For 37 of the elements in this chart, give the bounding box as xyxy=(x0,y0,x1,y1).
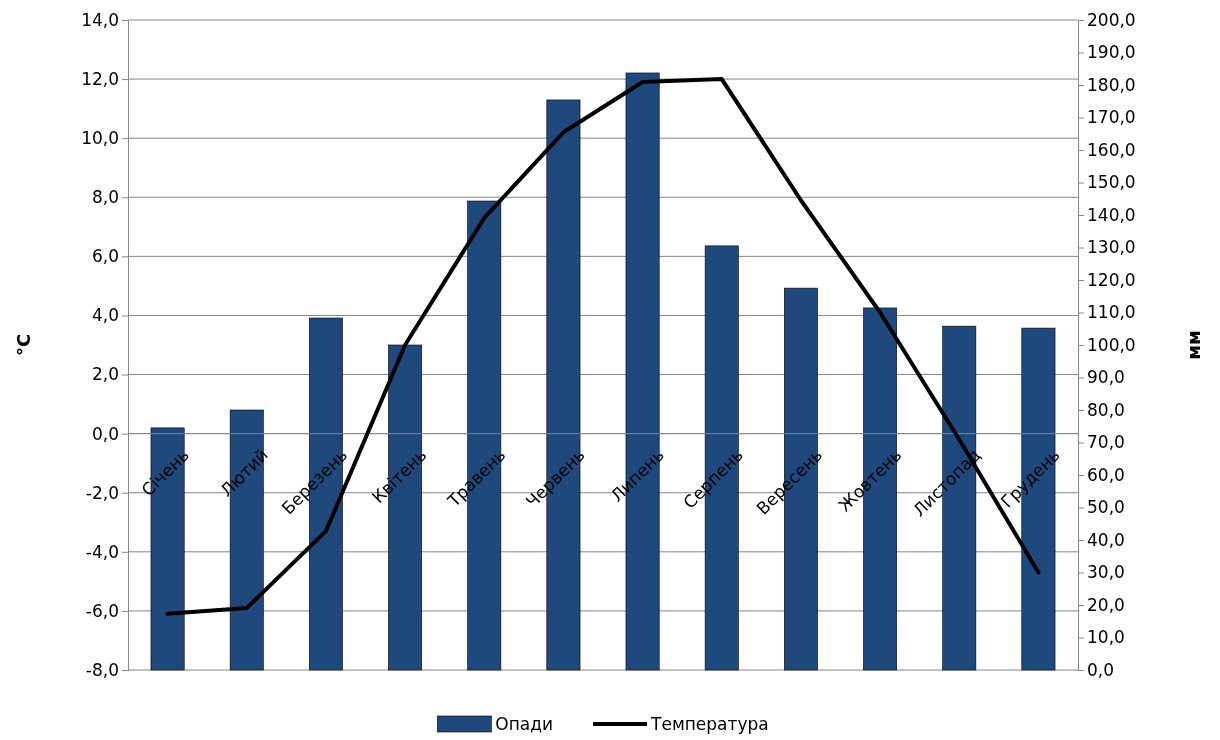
y2-tick-label: 200,0 xyxy=(1087,9,1136,30)
y-tick-label: -4,0 xyxy=(85,541,119,562)
y-tick-label: 2,0 xyxy=(91,364,119,385)
y2-tick-label: 90,0 xyxy=(1087,367,1125,388)
y-tick-label: -8,0 xyxy=(85,659,119,680)
y2-tick-label: 40,0 xyxy=(1087,529,1125,550)
y-axis-title: °C xyxy=(13,333,34,357)
y-tick-label: 10,0 xyxy=(81,128,119,149)
y-tick-label: 4,0 xyxy=(91,305,119,326)
y2-tick-label: 100,0 xyxy=(1087,334,1136,355)
legend-label: Опади xyxy=(495,713,554,734)
legend-label: Температура xyxy=(650,713,769,734)
y2-tick-label: 50,0 xyxy=(1087,497,1125,518)
y2-tick-label: 0,0 xyxy=(1087,659,1115,680)
y2-tick-label: 70,0 xyxy=(1087,432,1125,453)
y-tick-label: -6,0 xyxy=(85,600,119,621)
y2-tick-label: 60,0 xyxy=(1087,464,1125,485)
y2-axis-title: мм xyxy=(1183,330,1204,360)
y2-tick-label: 160,0 xyxy=(1087,139,1136,160)
y2-tick-label: 140,0 xyxy=(1087,204,1136,225)
y-tick-label: 8,0 xyxy=(91,187,119,208)
y2-tick-label: 170,0 xyxy=(1087,107,1136,128)
y-tick-label: 6,0 xyxy=(91,246,119,267)
y-tick-label: 12,0 xyxy=(81,69,119,90)
y2-tick-label: 190,0 xyxy=(1087,42,1136,63)
y2-tick-label: 180,0 xyxy=(1087,74,1136,95)
y2-tick-label: 150,0 xyxy=(1087,172,1136,193)
y2-tick-label: 110,0 xyxy=(1087,302,1136,323)
y-tick-label: 0,0 xyxy=(91,423,119,444)
y2-tick-label: 20,0 xyxy=(1087,594,1125,615)
y-tick-label: -2,0 xyxy=(85,482,119,503)
y-tick-label: 14,0 xyxy=(81,9,119,30)
y2-tick-label: 10,0 xyxy=(1087,627,1125,648)
y2-tick-label: 120,0 xyxy=(1087,269,1136,290)
y2-tick-label: 130,0 xyxy=(1087,237,1136,258)
y2-tick-label: 30,0 xyxy=(1087,562,1125,583)
y2-tick-label: 80,0 xyxy=(1087,399,1125,420)
